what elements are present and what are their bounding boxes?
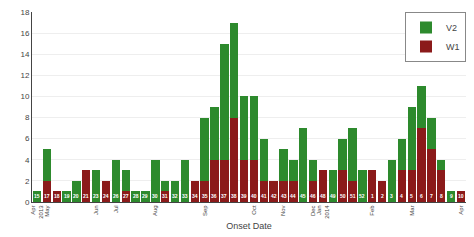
svg-text:Sep: Sep — [202, 205, 208, 216]
svg-text:45: 45 — [300, 193, 306, 199]
svg-text:49: 49 — [330, 193, 336, 199]
svg-text:3: 3 — [390, 193, 393, 199]
svg-text:2: 2 — [381, 193, 384, 199]
svg-text:Nov: Nov — [280, 205, 286, 216]
svg-text:39: 39 — [241, 193, 247, 199]
svg-text:V2: V2 — [446, 23, 457, 33]
svg-text:23: 23 — [93, 193, 99, 199]
svg-text:41: 41 — [261, 193, 267, 199]
svg-text:18: 18 — [54, 193, 60, 199]
svg-text:Apr: Apr — [458, 205, 464, 214]
svg-text:Jul: Jul — [113, 205, 119, 213]
svg-text:32: 32 — [172, 193, 178, 199]
svg-text:1: 1 — [371, 193, 374, 199]
svg-text:34: 34 — [192, 193, 198, 199]
svg-text:43: 43 — [281, 193, 287, 199]
svg-text:Feb: Feb — [369, 205, 375, 216]
svg-text:52: 52 — [359, 193, 365, 199]
svg-text:8: 8 — [25, 113, 30, 122]
svg-text:Onset Date: Onset Date — [226, 221, 272, 231]
svg-text:30: 30 — [152, 193, 158, 199]
svg-text:Jan2014: Jan2014 — [316, 205, 330, 219]
svg-text:10: 10 — [458, 193, 464, 199]
svg-text:0: 0 — [25, 198, 30, 207]
svg-text:48: 48 — [320, 193, 326, 199]
svg-text:Aug: Aug — [152, 205, 158, 216]
svg-text:6: 6 — [25, 134, 30, 143]
svg-text:5: 5 — [410, 193, 413, 199]
svg-text:Oct: Oct — [251, 205, 257, 215]
svg-text:4: 4 — [400, 193, 403, 199]
svg-text:29: 29 — [142, 193, 148, 199]
svg-text:6: 6 — [420, 193, 423, 199]
svg-text:24: 24 — [103, 193, 109, 199]
svg-text:17: 17 — [44, 193, 50, 199]
svg-text:51: 51 — [350, 193, 356, 199]
svg-text:8: 8 — [440, 193, 443, 199]
svg-text:31: 31 — [162, 193, 168, 199]
svg-text:28: 28 — [133, 193, 139, 199]
svg-text:W1: W1 — [446, 42, 460, 52]
svg-text:40: 40 — [251, 193, 257, 199]
svg-text:20: 20 — [73, 193, 79, 199]
svg-text:12: 12 — [20, 71, 29, 80]
svg-text:37: 37 — [221, 193, 227, 199]
svg-text:38: 38 — [231, 193, 237, 199]
svg-text:Jun: Jun — [93, 205, 99, 215]
svg-text:Apr2013: Apr2013 — [30, 205, 44, 219]
svg-text:19: 19 — [64, 193, 70, 199]
svg-text:Mar: Mar — [409, 205, 415, 215]
svg-text:15: 15 — [34, 193, 40, 199]
svg-text:16: 16 — [20, 29, 29, 38]
svg-text:2: 2 — [25, 177, 30, 186]
svg-text:7: 7 — [430, 193, 433, 199]
svg-text:May: May — [44, 205, 50, 216]
svg-text:33: 33 — [182, 193, 188, 199]
svg-text:36: 36 — [211, 193, 217, 199]
svg-text:44: 44 — [290, 193, 296, 199]
svg-text:21: 21 — [83, 193, 89, 199]
svg-text:46: 46 — [310, 193, 316, 199]
svg-text:42: 42 — [271, 193, 277, 199]
svg-text:14: 14 — [20, 50, 29, 59]
svg-text:35: 35 — [202, 193, 208, 199]
svg-text:26: 26 — [113, 193, 119, 199]
svg-text:Dec: Dec — [310, 205, 316, 216]
svg-text:18: 18 — [20, 8, 29, 17]
svg-text:10: 10 — [20, 92, 29, 101]
svg-text:9: 9 — [450, 193, 453, 199]
svg-text:4: 4 — [25, 156, 30, 165]
svg-text:50: 50 — [340, 193, 346, 199]
svg-text:27: 27 — [123, 193, 129, 199]
